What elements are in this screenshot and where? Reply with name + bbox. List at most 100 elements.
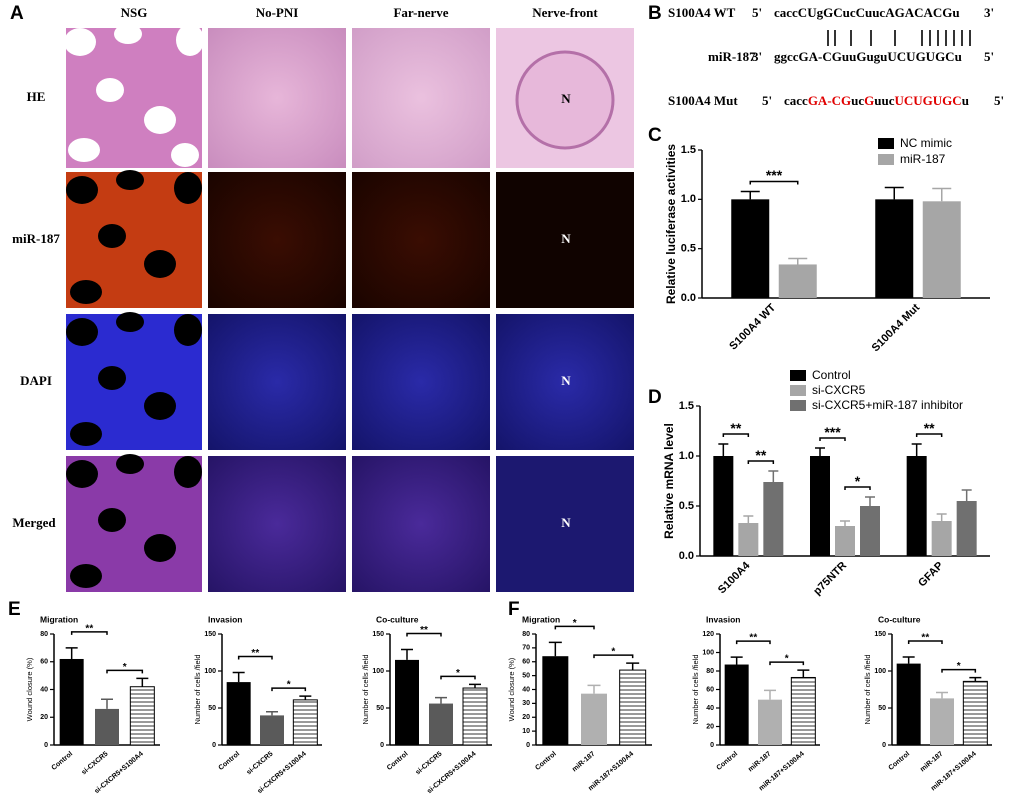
bar [724,664,749,745]
error-bar [435,696,447,704]
base-pairing [827,30,971,46]
y-tick-label: 80 [40,631,48,638]
error-bar [743,515,754,523]
sequence-segment: GA-CG [808,93,851,108]
bar [906,456,927,556]
error-bar [730,656,743,665]
x-tick-label: Control [386,751,410,772]
error-bar [469,683,481,689]
sequence-end: 5' [984,49,994,64]
significance-bracket [735,640,771,645]
sequence-end: 3' [984,5,994,20]
y-tick-label: 100 [702,649,714,656]
error-bar [936,513,947,521]
micrograph [208,172,346,308]
y-tick-label: 20 [522,714,530,721]
y-axis-label: Number of cells /field [193,654,202,724]
y-tick-label: 40 [706,705,714,712]
x-tick-label: S100A4 [716,559,753,596]
bar [129,686,155,746]
bar [896,663,921,745]
bar [956,501,977,556]
error-bar [815,447,825,456]
error-bar [266,710,278,716]
significance-bracket [271,687,307,692]
nerve-marker: N [561,91,571,106]
sequence-segment: UCUGUGC [895,93,962,108]
significance-bracket [106,669,144,674]
bar [835,526,855,556]
row-label: Merged [12,515,56,530]
significance-label: ** [420,625,428,636]
bar [619,669,647,746]
significance-label: ** [921,632,929,643]
micrograph-detail [66,312,202,446]
column-label: NSG [121,5,148,20]
legend-swatch [878,138,894,149]
y-tick-label: 40 [522,686,530,693]
y-tick-label: 60 [522,659,530,666]
bar [462,687,488,746]
significance-label: * [855,473,861,489]
sequence-end: 5' [752,5,762,20]
bar [763,482,784,556]
significance-label: * [456,668,460,679]
bar [260,715,284,745]
x-tick-label: miR-187 [919,751,944,774]
y-tick-label: 0.0 [681,292,696,304]
y-tick-label: 1.0 [679,450,694,462]
sequence-name: S100A4 WT [668,5,736,20]
significance-bracket [237,655,273,660]
micrograph-detail [515,50,615,150]
y-tick-label: 50 [522,672,530,679]
sequence: caccCUgGCucCuucAGACACGu [774,5,960,20]
micrograph-detail [66,454,202,588]
y-tick-label: 150 [204,631,216,638]
error-bar [936,691,948,699]
y-tick-label: 60 [40,659,48,666]
x-tick-label: Control [534,751,558,772]
y-tick-label: 40 [40,686,48,693]
nerve-marker: N [561,515,571,530]
error-bar [101,698,113,709]
x-tick-label: si-CXCR5 [246,751,275,777]
significance-label: * [123,662,127,673]
error-bar [788,257,808,265]
y-axis-label: Relative mRNA level [662,423,676,539]
error-bar [932,187,952,202]
sequence-segment: cacc [784,93,808,108]
y-axis-label: Wound closure (%) [25,657,34,721]
significance-label: ** [85,623,93,634]
legend-label: si-CXCR5 [812,383,866,397]
panel-letter: D [648,387,662,408]
micrograph [496,456,634,592]
significance-label: *** [766,167,783,183]
bar [542,656,569,745]
significance-bracket [769,661,805,666]
chart-title: Migration [40,614,78,624]
significance-label: ** [251,648,259,659]
chart-title: Co-culture [376,614,419,624]
bar [59,658,84,745]
x-tick-label: si-CXCR5 [81,751,110,777]
legend-label: NC mimic [900,136,952,150]
sequence-end: 5' [994,93,1004,108]
chart: 0 50 100 150 Co-culture Number of cells /fiel… [361,614,492,795]
row-label: miR-187 [12,231,60,246]
column-label: No-PNI [256,5,299,20]
significance-label: * [573,618,577,629]
error-bar [969,676,982,682]
bar [962,680,988,746]
sequence-segment: G [864,93,874,108]
chart: 0 20 40 60 80 100 120 Invasion Number of cells /… [691,614,820,792]
panel-letter: B [648,3,662,24]
micrograph-grid [64,24,634,592]
bar [790,676,816,746]
y-axis-label: Relative luciferase activities [664,144,678,304]
panel-letter: A [10,3,24,24]
y-tick-label: 50 [208,705,216,712]
significance-bracket [907,640,943,644]
error-bar [911,443,922,456]
